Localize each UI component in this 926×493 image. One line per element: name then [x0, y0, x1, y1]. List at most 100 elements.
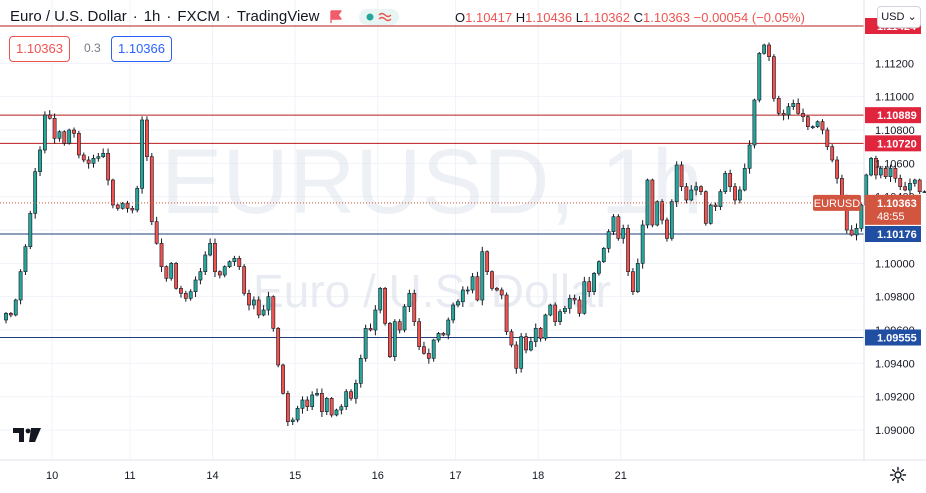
candle-body [319, 393, 324, 412]
candle-body [650, 179, 655, 226]
gear-icon[interactable] [889, 466, 907, 484]
candle-body [67, 129, 72, 144]
candle-body [407, 293, 412, 307]
candle-body [874, 158, 878, 176]
candle-body [660, 201, 665, 221]
candle-body [72, 129, 76, 134]
candle-body [558, 311, 562, 322]
candle-body [626, 228, 630, 272]
candle-body [703, 191, 708, 224]
candle-body [485, 251, 490, 272]
candle-body [810, 126, 815, 128]
candle-body [908, 183, 912, 191]
candle-body [786, 106, 791, 116]
candle-body [256, 299, 261, 316]
candle-body [669, 201, 674, 239]
candle-body [825, 129, 830, 147]
time-tick-label: 21 [615, 470, 627, 482]
time-tick-label: 11 [124, 470, 135, 482]
time-axis[interactable]: 10 11 14 15 16 17 18 21 [0, 459, 926, 482]
level-price-text: 1.10720 [877, 138, 917, 150]
candle-body [849, 229, 854, 236]
candle-body [640, 224, 645, 264]
low-label: L [575, 10, 583, 25]
candle-body [835, 159, 839, 179]
candle-body [699, 186, 703, 192]
candle-body [708, 204, 713, 224]
candle-body [883, 168, 888, 177]
candle-body [757, 53, 762, 101]
candle-body [771, 56, 776, 99]
candle-body [499, 289, 504, 296]
candle-body [723, 173, 728, 192]
candle-body [465, 289, 470, 292]
candle-body [655, 201, 660, 226]
candle-body [674, 164, 679, 202]
candle-body [582, 281, 587, 314]
candle-body [747, 144, 752, 169]
candle-body [266, 296, 271, 311]
candle-body [38, 149, 42, 172]
candle-body [276, 328, 281, 366]
exchange-label: FXCM [177, 8, 220, 25]
currency-selector[interactable]: USD ⌄ [877, 6, 921, 28]
candle-body [203, 254, 208, 272]
candle-body [553, 304, 558, 322]
candle-body [8, 313, 13, 316]
sell-price-button[interactable]: 1.10363 [9, 36, 70, 62]
candle-body [57, 131, 62, 139]
candle-body [392, 321, 397, 357]
candle-body [592, 273, 596, 292]
candle-body [33, 171, 38, 214]
candle-body [767, 44, 771, 57]
candle-body [689, 189, 694, 201]
candle-body [490, 271, 494, 289]
horizontal-levels [0, 25, 864, 338]
candle-body [431, 339, 436, 359]
candle-body [290, 419, 295, 422]
candle-body [776, 98, 781, 114]
candle-body [456, 301, 460, 306]
level-price-text: 1.09555 [877, 333, 917, 345]
candle-body [349, 391, 353, 399]
candle-body [587, 281, 592, 292]
candle-body [285, 393, 290, 422]
candle-body [791, 103, 796, 107]
time-tick-label: 18 [532, 470, 544, 482]
candle-body [62, 131, 67, 144]
interval-label[interactable]: 1h [143, 8, 161, 25]
price-tick-label: 1.09200 [875, 392, 915, 404]
candle-body [115, 204, 120, 209]
candle-body [4, 313, 8, 321]
tradingview-logo[interactable] [12, 425, 42, 445]
candle-body [509, 331, 514, 346]
candle-body [694, 186, 699, 191]
candle-body [213, 243, 217, 272]
candle-body [344, 391, 349, 407]
symbol-description[interactable]: Euro / U.S. Dollar [10, 8, 127, 25]
candle-body [801, 113, 805, 117]
market-status-indicator[interactable] [359, 8, 400, 25]
candle-body [796, 103, 801, 114]
buy-price-button[interactable]: 1.10366 [111, 36, 172, 62]
candle-body [334, 409, 339, 416]
watermark-ticker: EURUSD, 1h [161, 131, 703, 233]
candle-body [567, 298, 572, 309]
candle-body [470, 276, 475, 291]
currency-label: USD [881, 11, 905, 23]
flag-icon[interactable] [329, 9, 343, 24]
candle-body [310, 394, 315, 407]
candle-body [713, 204, 718, 207]
candle-body [412, 293, 417, 322]
candle-body [538, 328, 543, 339]
candle-body [388, 323, 392, 357]
price-axis[interactable]: 1.112001.110001.108001.106001.104001.102… [863, 0, 921, 460]
time-tick-label: 10 [46, 470, 58, 482]
candle-body [18, 271, 23, 301]
candle-body [781, 113, 786, 116]
candle-body [869, 158, 873, 176]
candle-body [91, 158, 96, 164]
candle-body [494, 288, 499, 291]
level-price-label [865, 135, 921, 152]
